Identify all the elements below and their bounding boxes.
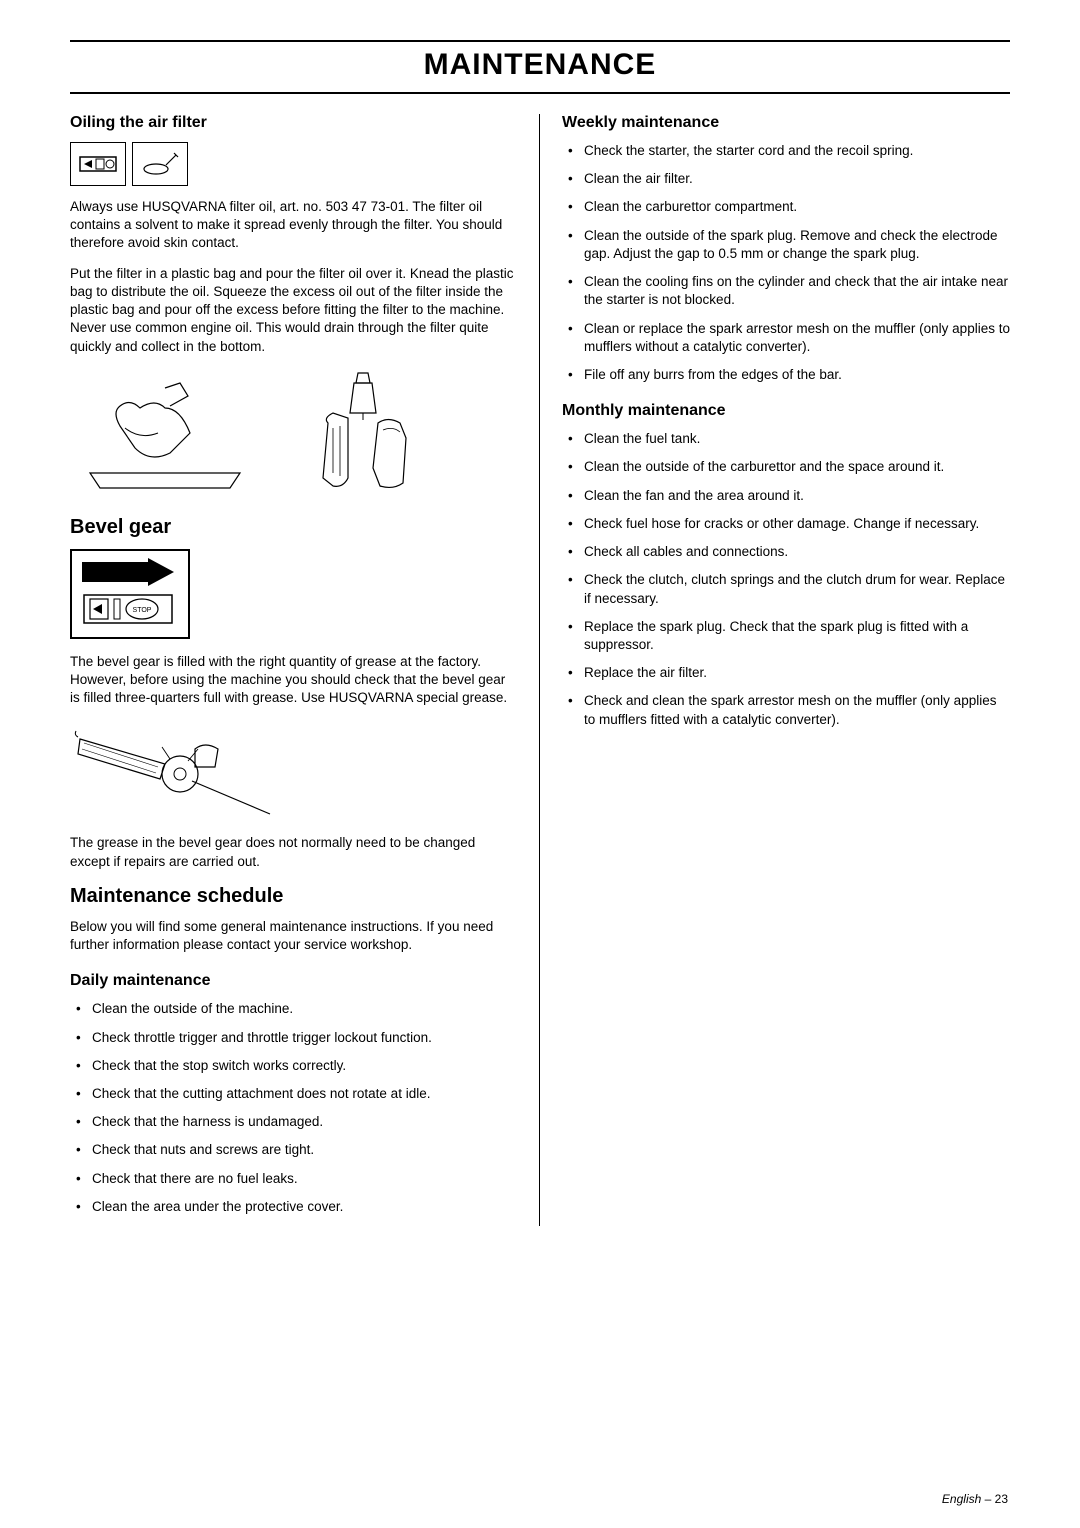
- list-item: Check throttle trigger and throttle trig…: [70, 1029, 517, 1047]
- oiling-p2: Put the filter in a plastic bag and pour…: [70, 265, 517, 356]
- page-title: MAINTENANCE: [70, 48, 1010, 82]
- list-item: Clean the air filter.: [562, 170, 1010, 188]
- page-footer: English – 23: [942, 1492, 1008, 1506]
- list-item: Check that nuts and screws are tight.: [70, 1141, 517, 1159]
- illustration-bevel-tool: [70, 719, 290, 819]
- list-item: Clean the carburettor compartment.: [562, 198, 1010, 216]
- heading-oiling: Oiling the air filter: [70, 114, 517, 132]
- footer-dash: –: [985, 1492, 995, 1506]
- list-item: Clean the fan and the area around it.: [562, 487, 1010, 505]
- heading-daily: Daily maintenance: [70, 972, 517, 990]
- bevel-p1: The bevel gear is filled with the right …: [70, 653, 517, 708]
- heading-monthly: Monthly maintenance: [562, 402, 1010, 420]
- filter-icon: [132, 142, 188, 186]
- list-item: Check all cables and connections.: [562, 543, 1010, 561]
- illustration-pour-oil: [288, 368, 438, 498]
- switch-off-icon: [70, 142, 126, 186]
- svg-text:STOP: STOP: [133, 607, 152, 614]
- heading-schedule: Maintenance schedule: [70, 885, 517, 908]
- list-item: Check that the cutting attachment does n…: [70, 1085, 517, 1103]
- list-item: Check the starter, the starter cord and …: [562, 142, 1010, 160]
- arrow-icon: [78, 558, 178, 586]
- list-item: Check that the stop switch works correct…: [70, 1057, 517, 1075]
- list-item: Check the clutch, clutch springs and the…: [562, 571, 1010, 607]
- heading-bevel: Bevel gear: [70, 516, 517, 539]
- content-columns: Oiling the air filter Always use HUSQVAR…: [70, 114, 1010, 1226]
- list-item: Check that there are no fuel leaks.: [70, 1170, 517, 1188]
- list-item: Clean the fuel tank.: [562, 430, 1010, 448]
- heading-weekly: Weekly maintenance: [562, 114, 1010, 132]
- right-column: Weekly maintenance Check the starter, th…: [540, 114, 1010, 1226]
- list-item: Check and clean the spark arrestor mesh …: [562, 692, 1010, 728]
- daily-list: Clean the outside of the machine. Check …: [70, 1000, 517, 1216]
- illustration-knead-bag: [70, 378, 260, 498]
- weekly-list: Check the starter, the starter cord and …: [562, 142, 1010, 384]
- oiling-icon-row: [70, 142, 517, 186]
- list-item: File off any burrs from the edges of the…: [562, 366, 1010, 384]
- list-item: Check fuel hose for cracks or other dama…: [562, 515, 1010, 533]
- list-item: Clean or replace the spark arrestor mesh…: [562, 320, 1010, 356]
- list-item: Replace the spark plug. Check that the s…: [562, 618, 1010, 654]
- list-item: Clean the outside of the carburettor and…: [562, 458, 1010, 476]
- page-header: MAINTENANCE: [70, 40, 1010, 94]
- list-item: Clean the outside of the machine.: [70, 1000, 517, 1018]
- left-column: Oiling the air filter Always use HUSQVAR…: [70, 114, 540, 1226]
- bevel-p2: The grease in the bevel gear does not no…: [70, 834, 517, 870]
- bevel-icon-box: STOP: [70, 549, 190, 639]
- list-item: Clean the outside of the spark plug. Rem…: [562, 227, 1010, 263]
- oiling-illustrations: [70, 368, 517, 498]
- list-item: Check that the harness is undamaged.: [70, 1113, 517, 1131]
- monthly-list: Clean the fuel tank. Clean the outside o…: [562, 430, 1010, 729]
- stop-switch-icon: STOP: [78, 589, 178, 629]
- list-item: Clean the area under the protective cove…: [70, 1198, 517, 1216]
- footer-lang: English: [942, 1492, 981, 1506]
- footer-page: 23: [995, 1492, 1008, 1506]
- list-item: Replace the air filter.: [562, 664, 1010, 682]
- oiling-p1: Always use HUSQVARNA filter oil, art. no…: [70, 198, 517, 253]
- list-item: Clean the cooling fins on the cylinder a…: [562, 273, 1010, 309]
- schedule-intro: Below you will find some general mainten…: [70, 918, 517, 954]
